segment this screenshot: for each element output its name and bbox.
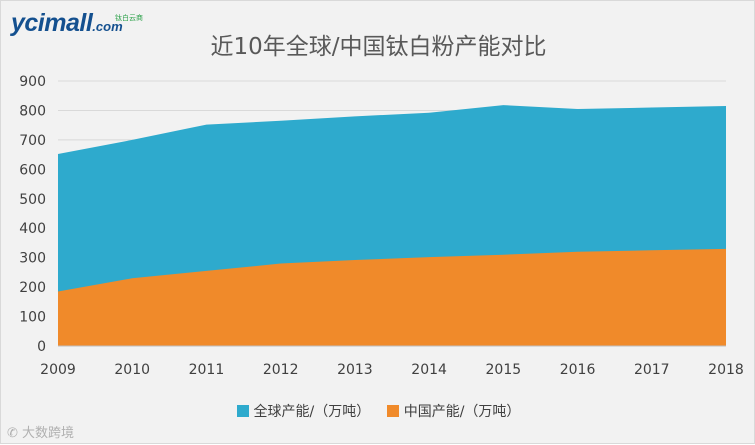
x-tick-label: 2018 (708, 362, 744, 378)
x-tick-label: 2015 (486, 362, 522, 378)
legend-swatch-china (387, 405, 399, 417)
y-tick-label: 100 (19, 310, 46, 326)
x-tick-label: 2012 (263, 362, 299, 378)
x-tick-label: 2013 (337, 362, 373, 378)
y-tick-label: 400 (19, 221, 46, 237)
legend-item-china: 中国产能/（万吨） (387, 401, 521, 421)
x-tick-label: 2017 (634, 362, 670, 378)
watermark-text: 大数跨境 (22, 426, 74, 441)
x-tick-label: 2011 (189, 362, 225, 378)
y-tick-label: 200 (19, 280, 46, 296)
watermark: ✆ 大数跨境 (7, 422, 74, 441)
x-tick-label: 2010 (114, 362, 150, 378)
x-tick-label: 2014 (411, 362, 447, 378)
legend-item-global: 全球产能/（万吨） (237, 401, 371, 421)
x-tick-label: 2016 (560, 362, 596, 378)
y-tick-label: 800 (19, 103, 46, 119)
legend: 全球产能/（万吨） 中国产能/（万吨） (1, 401, 755, 421)
wechat-icon: ✆ (7, 426, 18, 441)
legend-label-global: 全球产能/（万吨） (254, 401, 371, 421)
legend-label-china: 中国产能/（万吨） (404, 401, 521, 421)
y-tick-label: 600 (19, 162, 46, 178)
x-tick-label: 2009 (40, 362, 76, 378)
y-tick-label: 500 (19, 192, 46, 208)
y-tick-label: 300 (19, 251, 46, 267)
legend-swatch-global (237, 405, 249, 417)
y-tick-label: 700 (19, 133, 46, 149)
y-tick-label: 900 (19, 74, 46, 90)
y-tick-label: 0 (37, 339, 46, 355)
